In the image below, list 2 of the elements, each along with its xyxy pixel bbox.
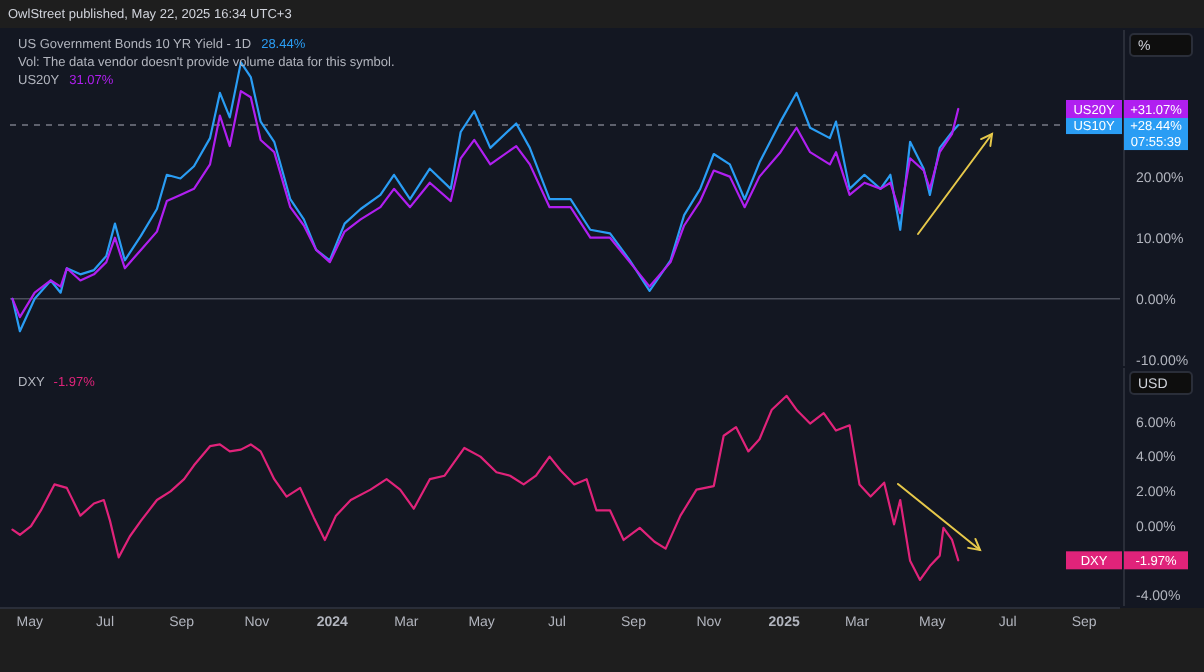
line-series [11,394,960,582]
line-series [11,89,960,319]
